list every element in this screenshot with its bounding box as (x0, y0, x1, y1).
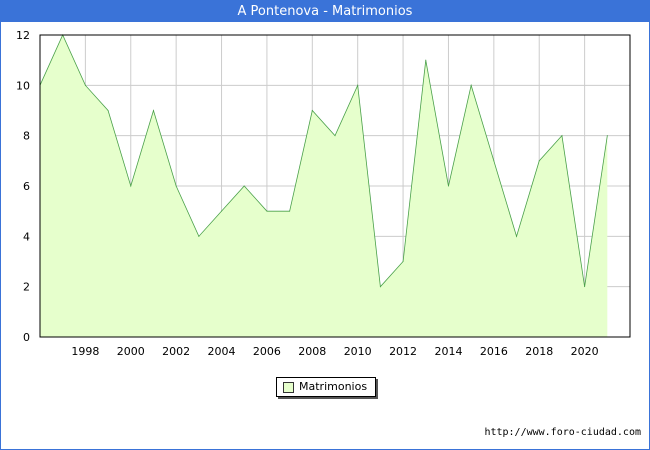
x-tick-label: 2002 (162, 345, 190, 358)
x-tick-label: 2010 (344, 345, 372, 358)
data-point (152, 110, 154, 111)
source-link[interactable]: http://www.foro-ciudad.com (484, 427, 641, 438)
data-point (266, 210, 268, 212)
data-point (289, 210, 291, 212)
data-point (243, 185, 245, 187)
data-point (470, 84, 472, 86)
data-point (425, 59, 427, 61)
y-tick-label: 0 (23, 331, 30, 344)
data-point (130, 185, 132, 187)
x-tick-label: 2016 (480, 345, 508, 358)
y-tick-label: 6 (23, 180, 30, 193)
y-tick-label: 8 (23, 130, 30, 143)
plot-frame (39, 34, 631, 338)
legend-swatch (283, 382, 294, 393)
data-point (606, 135, 608, 137)
y-tick-label: 2 (23, 281, 30, 294)
series-line (39, 34, 608, 288)
y-tick-label: 4 (23, 230, 30, 243)
x-tick-label: 2014 (434, 345, 462, 358)
data-point (311, 110, 313, 111)
x-tick-label: 2006 (253, 345, 281, 358)
x-tick-label: 2012 (389, 345, 417, 358)
data-point (402, 261, 404, 262)
data-point (221, 210, 223, 212)
data-point (107, 110, 109, 111)
data-point (334, 135, 336, 137)
x-tick-label: 2020 (571, 345, 599, 358)
data-point (493, 160, 495, 162)
data-point (84, 84, 86, 86)
x-tick-label: 2018 (525, 345, 553, 358)
data-point (198, 235, 200, 237)
data-point (379, 286, 381, 288)
chart-title: A Pontenova - Matrimonios (1, 1, 649, 22)
data-point (516, 235, 518, 237)
data-point (357, 84, 359, 86)
x-tick-label: 2004 (208, 345, 236, 358)
data-point (538, 160, 540, 162)
data-point (584, 286, 586, 288)
x-tick-label: 2000 (117, 345, 145, 358)
data-point (447, 185, 449, 187)
y-tick-label: 12 (16, 29, 30, 42)
x-tick-label: 1998 (71, 345, 99, 358)
legend-label: Matrimonios (299, 380, 368, 393)
data-point (561, 135, 563, 137)
legend: Matrimonios (276, 377, 376, 397)
x-tick-label: 2008 (298, 345, 326, 358)
data-point (175, 185, 177, 187)
y-tick-label: 10 (16, 79, 30, 92)
